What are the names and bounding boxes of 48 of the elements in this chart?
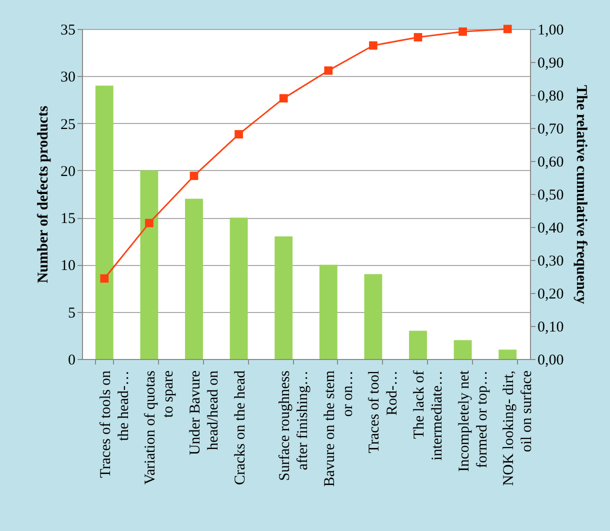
y-tick-label: 15 bbox=[60, 211, 76, 228]
bar bbox=[230, 218, 248, 359]
point bbox=[324, 66, 333, 75]
x-tick-label: Cracks on the head bbox=[232, 370, 248, 486]
x-tick-label: Incompletely net formed or top… bbox=[456, 370, 490, 472]
point bbox=[458, 27, 467, 36]
bar bbox=[140, 170, 158, 359]
point bbox=[145, 218, 154, 228]
y-tick-label: 10 bbox=[60, 258, 76, 274]
y2-tick-label: 0,60 bbox=[538, 154, 564, 170]
y2-tick-label: 0,20 bbox=[538, 286, 564, 302]
y-tick-label: 35 bbox=[60, 22, 76, 38]
point bbox=[234, 130, 243, 138]
y2-tick-label: 0,70 bbox=[538, 122, 564, 138]
bar bbox=[319, 264, 338, 359]
y-tick-label: 30 bbox=[60, 70, 76, 86]
y-axis-title: Number of defects products bbox=[36, 106, 52, 284]
point bbox=[190, 172, 198, 180]
y2-tick-label: 0,90 bbox=[538, 56, 564, 72]
bar bbox=[95, 86, 114, 359]
bar bbox=[498, 350, 517, 359]
point bbox=[100, 274, 109, 283]
x-tick-label: Bavure on the stem or on… bbox=[322, 370, 356, 487]
bar bbox=[409, 330, 427, 359]
bar bbox=[364, 274, 382, 359]
point bbox=[414, 33, 422, 42]
y2-tick-label: 0,80 bbox=[538, 88, 564, 104]
y2-axis-title: The relative cumulative frequency bbox=[572, 85, 589, 304]
point bbox=[369, 41, 378, 50]
y-tick-label: 25 bbox=[60, 116, 76, 133]
y2-tick-label: 0,30 bbox=[538, 254, 564, 270]
x-tick-label: Traces of tool Rod-… bbox=[366, 370, 401, 454]
y2-tick-label: 0,40 bbox=[538, 220, 564, 236]
x-tick-label: Traces of tools on the head-… bbox=[98, 370, 132, 478]
y2-tick-label: 0,50 bbox=[538, 188, 564, 204]
y-tick-label: 20 bbox=[60, 164, 76, 180]
bar bbox=[274, 236, 293, 359]
bar bbox=[185, 198, 203, 359]
point bbox=[503, 24, 512, 34]
y2-tick-label: 0,00 bbox=[538, 352, 564, 368]
x-tick-label: The lack of intermediate… bbox=[412, 370, 446, 460]
bar bbox=[454, 340, 472, 359]
y2-tick-label: 1,00 bbox=[538, 22, 564, 38]
y2-tick-label: 0,10 bbox=[538, 320, 564, 336]
y-tick-label: 5 bbox=[68, 305, 76, 322]
point bbox=[279, 94, 288, 102]
y-tick-label: 0 bbox=[68, 352, 76, 368]
x-tick-label: Surface roughness after finishing… bbox=[277, 370, 312, 481]
